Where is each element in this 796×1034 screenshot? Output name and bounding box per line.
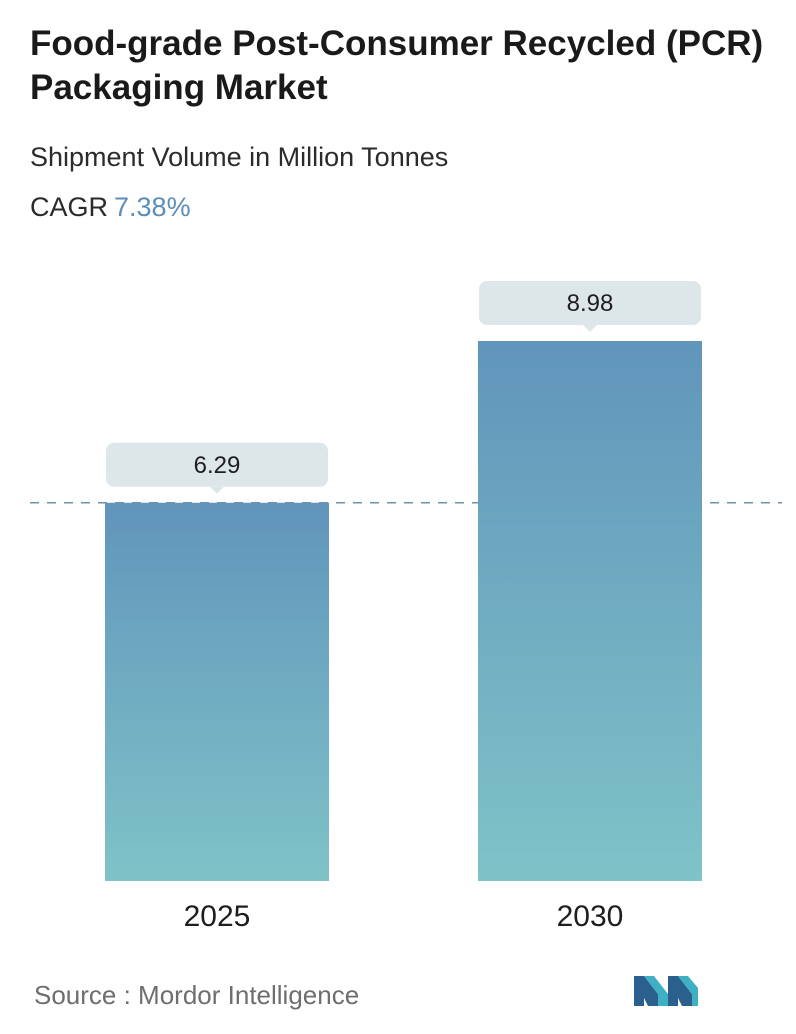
bar-2025 — [105, 502, 329, 881]
data-label-pointer — [210, 486, 224, 494]
data-label-pointer — [583, 325, 597, 332]
chart-title: Food-grade Post-Consumer Recycled (PCR) … — [30, 24, 764, 107]
data-label: 8.98 — [567, 290, 614, 317]
source-text: Source : Mordor Intelligence — [34, 980, 360, 1010]
mordor-intelligence-logo-icon — [634, 976, 698, 1006]
x-tick-label: 2025 — [184, 900, 251, 933]
cagr-label: CAGR — [30, 192, 109, 222]
cagr-value: 7.38% — [114, 192, 191, 222]
bar-2030 — [478, 341, 702, 881]
data-label-box — [106, 442, 328, 487]
cagr-line: CAGR 7.38% — [30, 190, 191, 224]
data-label: 6.29 — [194, 452, 241, 479]
data-label-box — [479, 281, 701, 325]
bar-chart: 6.29 2025 8.98 2030 — [30, 281, 782, 933]
x-tick-label: 2030 — [557, 900, 624, 933]
chart-subtitle: Shipment Volume in Million Tonnes — [30, 142, 449, 172]
